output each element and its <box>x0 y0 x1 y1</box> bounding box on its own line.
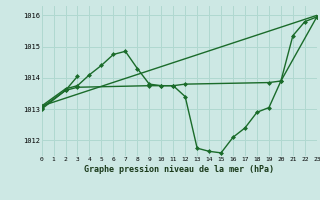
X-axis label: Graphe pression niveau de la mer (hPa): Graphe pression niveau de la mer (hPa) <box>84 165 274 174</box>
